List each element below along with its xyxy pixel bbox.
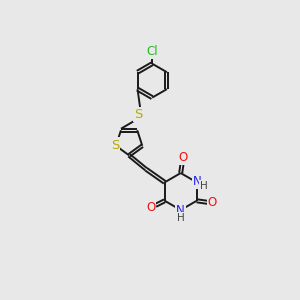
Text: Cl: Cl	[146, 45, 158, 58]
Text: H: H	[177, 213, 184, 223]
Text: N: N	[193, 175, 202, 188]
Text: O: O	[178, 151, 188, 164]
Text: N: N	[176, 204, 185, 217]
Text: S: S	[111, 139, 119, 152]
Text: O: O	[146, 201, 155, 214]
Text: H: H	[200, 181, 208, 191]
Text: S: S	[134, 108, 142, 121]
Text: O: O	[208, 196, 217, 209]
